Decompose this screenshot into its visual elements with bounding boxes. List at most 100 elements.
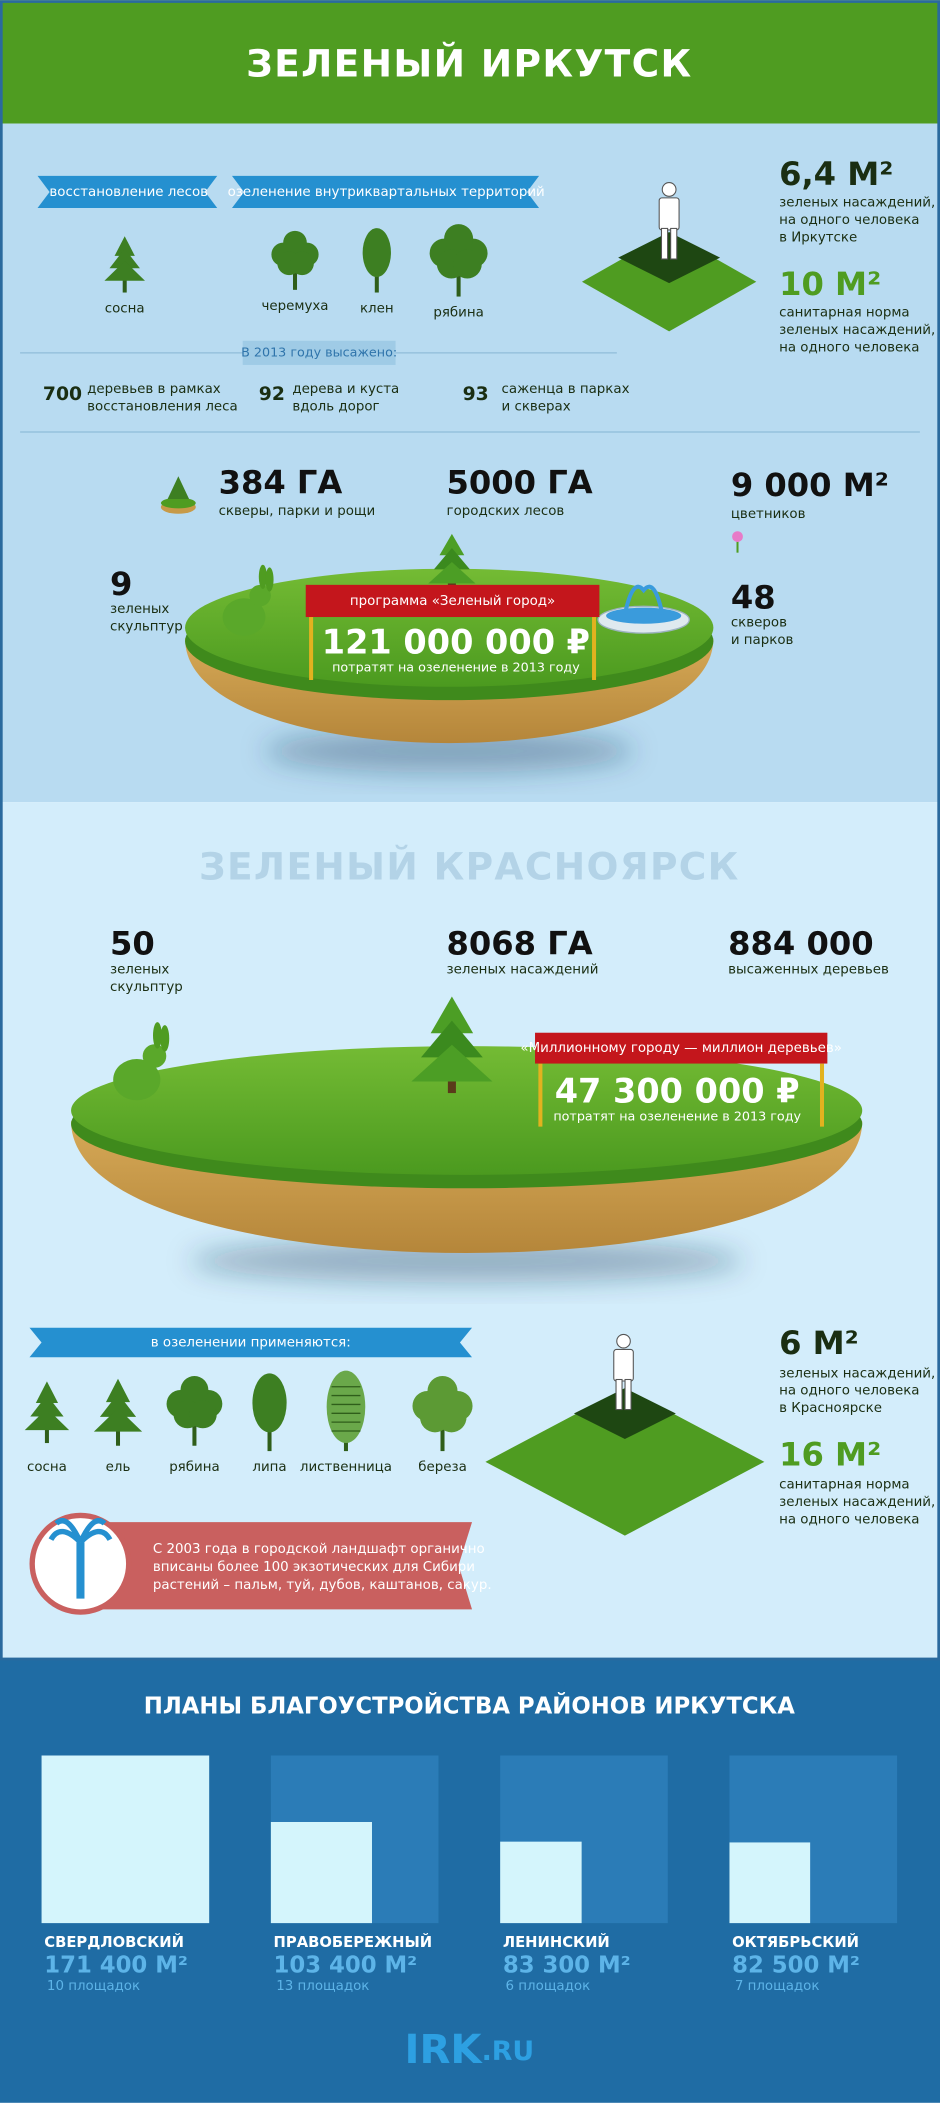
section-title: ЗЕЛЕНЫЙ КРАСНОЯРСК — [199, 845, 740, 889]
tree-label: береза — [418, 1459, 467, 1475]
tree-trunk — [115, 1422, 121, 1446]
norm-text: в Иркутске — [779, 231, 857, 246]
norm-value: 6 М² — [779, 1324, 859, 1362]
stat-value: 384 ГА — [219, 463, 343, 501]
district-area — [729, 1842, 811, 1924]
island-tree-crown — [439, 533, 465, 556]
tree-crown — [436, 1402, 467, 1433]
program-amount: 47 300 000 ₽ — [555, 1072, 800, 1111]
stat-value: 50 — [110, 925, 155, 963]
tree-crown — [30, 1394, 64, 1417]
tree-icon — [429, 224, 488, 297]
tree-icon — [166, 1376, 223, 1446]
note-text: растений – пальм, туй, дубов, каштанов, … — [153, 1577, 492, 1593]
tree-crown — [105, 1378, 131, 1403]
program-amount: 121 000 000 ₽ — [322, 622, 590, 661]
stat-text: скверы, парки и рощи — [219, 504, 376, 519]
person-head — [616, 1333, 631, 1349]
tree-crown — [252, 1373, 287, 1433]
district-area — [41, 1755, 210, 1924]
tag-ribbon — [37, 175, 218, 209]
district-area-label: 83 300 М² — [503, 1953, 631, 1979]
district-name: ПРАВОБЕРЕЖНЫЙ — [274, 1934, 433, 1951]
program-text: потратят на озеленение в 2013 году — [332, 660, 580, 675]
district-area-label: 103 400 М² — [274, 1953, 418, 1979]
island-shadow — [264, 729, 635, 773]
stat-value: 884 000 — [728, 925, 874, 963]
tree-label: рябина — [169, 1459, 219, 1475]
frame — [0, 0, 940, 1661]
tree-crown — [93, 1408, 143, 1432]
district-area — [500, 1841, 582, 1924]
tree-trunk — [192, 1421, 197, 1446]
tree-crown — [188, 1400, 217, 1429]
program-name: «Миллионному городу — миллион деревьев» — [520, 1041, 842, 1056]
stat-text: и парков — [731, 633, 794, 648]
rabbit-ear — [258, 564, 267, 589]
stat-text: скульптур — [110, 980, 183, 995]
logo-name: IRK — [404, 2027, 483, 2073]
fountain-water — [606, 607, 682, 624]
tree-icon — [412, 1376, 473, 1452]
tree-label: лиственница — [300, 1460, 392, 1475]
person-icon — [613, 1333, 634, 1411]
rabbit-ear — [160, 1025, 170, 1052]
tree-trunk — [374, 269, 379, 293]
tree-icon — [252, 1373, 287, 1452]
stat-value: 48 — [731, 579, 776, 617]
rabbit-head — [249, 584, 271, 607]
planted-label-box — [242, 340, 396, 365]
tree-crown — [104, 260, 145, 281]
tree-crown — [180, 1376, 209, 1404]
island-tree-crown — [433, 547, 470, 570]
tree-trunk — [122, 272, 127, 293]
palm-leaves — [48, 1518, 113, 1545]
island-tree-crown — [421, 1020, 483, 1058]
tag-ribbon — [29, 1327, 473, 1358]
district-name: ОКТЯБРЬСКИЙ — [732, 1934, 859, 1951]
header-band — [0, 0, 940, 124]
district-name: СВЕРДЛОВСКИЙ — [44, 1934, 184, 1951]
stat-text: цветников — [731, 507, 806, 522]
tree-crown — [326, 1370, 366, 1444]
program-text: потратят на озеленение в 2013 году — [553, 1110, 801, 1125]
person-plot — [573, 1388, 676, 1440]
district-area — [270, 1821, 372, 1924]
planted-text: и скверах — [502, 400, 571, 415]
small-island-top — [160, 497, 196, 509]
norm-text: зеленых насаждений, — [779, 1495, 935, 1510]
norm-text: санитарная норма — [779, 1478, 910, 1493]
person-icon — [658, 182, 680, 260]
island-tree-crown — [428, 562, 476, 584]
tree-label: клен — [360, 302, 394, 317]
tree-label: липа — [252, 1460, 286, 1475]
norm-text: в Красноярске — [779, 1401, 882, 1416]
tree-label: ель — [106, 1460, 131, 1475]
note-ribbon — [93, 1522, 473, 1610]
rabbit-body — [222, 598, 266, 636]
stat-text: зеленых — [110, 602, 169, 617]
norm-value: 16 М² — [779, 1435, 881, 1473]
planted-title: В 2013 году высажено: — [241, 345, 397, 360]
stat-value: 9 — [110, 565, 132, 603]
planted-text: деревьев в рамках — [87, 382, 221, 397]
person-plot — [618, 232, 721, 284]
norm-text: зеленых насаждений, — [779, 323, 935, 338]
island-tree-crown — [411, 1044, 493, 1082]
norm-value: 6,4 М² — [779, 155, 893, 193]
tree-trunk — [267, 1423, 272, 1452]
fountain-jet — [622, 584, 665, 615]
tree-trunk — [292, 269, 298, 290]
planted-number: 700 — [43, 384, 82, 405]
stat-text: зеленых насаждений — [447, 963, 599, 978]
tree-label: рябина — [433, 305, 483, 321]
person-leg — [615, 1378, 623, 1411]
rabbit-sculpture — [222, 564, 274, 636]
tree-trunk — [44, 1421, 49, 1444]
planted-text: восстановления леса — [87, 400, 238, 415]
note-text: вписаны более 100 экзотических для Сибир… — [153, 1559, 475, 1575]
island-tree-trunk — [447, 1076, 456, 1094]
rabbit-ear — [153, 1022, 162, 1049]
tree-icon — [271, 230, 319, 290]
